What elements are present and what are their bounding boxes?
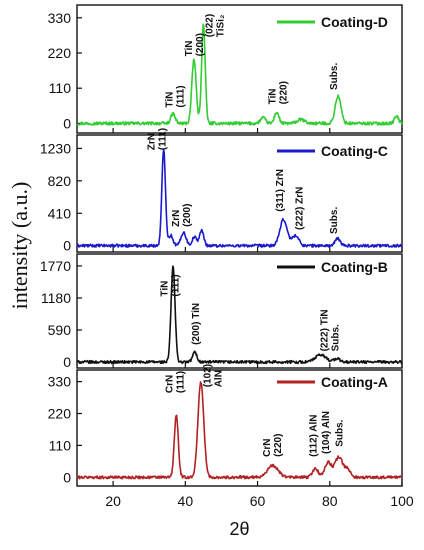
peak-annotation-line: AlN: [214, 370, 225, 387]
peak-annotation: (222) TiNSubs.: [319, 309, 341, 351]
peak-annotation-line: (200) TiN: [191, 303, 202, 345]
series-line-coating-d: [76, 23, 403, 126]
y-tick-label: 330: [48, 10, 72, 26]
peak-annotation-line: Subs.: [329, 63, 340, 90]
legend-label-coating-d: Coating-D: [321, 14, 388, 30]
peak-annotation: Subs.: [329, 207, 340, 234]
peak-annotation: Subs.: [329, 63, 340, 90]
x-tick-label: 100: [390, 493, 414, 509]
peak-annotation: TiN(200): [184, 33, 206, 56]
peak-annotation: TiN(111): [159, 274, 181, 296]
y-tick-label: 220: [48, 45, 72, 61]
y-tick-label: 410: [48, 205, 72, 221]
peak-annotation-line: ZrN: [147, 133, 158, 150]
series-line-coating-c: [76, 149, 403, 248]
panel-frame: [76, 369, 403, 487]
x-tick-label: 20: [105, 493, 121, 509]
y-tick-label: 0: [63, 354, 71, 370]
peak-annotation-line: Subs.: [330, 324, 341, 351]
peak-annotation-line: (311) ZrN: [275, 169, 286, 212]
y-tick-label: 0: [63, 115, 71, 131]
series-line-coating-a: [76, 381, 403, 480]
peak-annotation-line: (220): [273, 434, 284, 457]
peak-annotation-line: (111): [176, 85, 187, 107]
peak-annotation-line: Subs.: [329, 207, 340, 234]
peak-annotation: (200) TiN: [191, 303, 202, 345]
panel-coating-b: 0 590 1180 1770 Coating-B TiN(111) (200) TiN (2…: [40, 253, 403, 370]
peak-annotation-line: (022): [204, 14, 215, 37]
peak-annotation-line: TiN: [268, 88, 279, 104]
panel-frame: [76, 4, 403, 134]
y-tick-label: 820: [48, 173, 72, 189]
legend-label-coating-c: Coating-C: [321, 143, 388, 159]
x-axis-title: 2θ: [229, 519, 249, 539]
peak-annotation-line: TiN: [159, 281, 170, 297]
peak-annotation-line: (220): [279, 81, 290, 104]
peak-annotation-line: (104) AlN: [321, 411, 332, 454]
peak-annotation: TiN(220): [268, 81, 290, 104]
y-tick-label: 0: [63, 469, 71, 485]
peak-annotation-line: (222) TiN: [319, 309, 330, 351]
y-tick-label: 590: [48, 322, 72, 338]
peak-annotation: Subs.: [334, 419, 345, 446]
peak-annotation-line: (200): [182, 204, 193, 227]
x-axis-ticks: 20 40 60 80 100: [105, 493, 414, 509]
peak-annotation: (104) AlN: [321, 411, 332, 454]
peak-annotation: (112) AlN: [308, 414, 319, 456]
x-tick-label: 80: [322, 493, 338, 509]
peak-annotation-line: (111): [158, 128, 169, 150]
peak-annotation-line: TiN: [165, 92, 176, 108]
y-axis-title: intensity (a.u.): [7, 182, 32, 310]
y-tick-label: 330: [48, 374, 72, 390]
y-tick-label: 1230: [40, 140, 71, 156]
peak-annotation-line: CrN: [165, 375, 176, 393]
peak-annotation-line: TiSi₂: [215, 15, 226, 38]
peak-annotation: CrN(111): [165, 371, 187, 393]
peak-annotation-line: (112) AlN: [308, 414, 319, 456]
peak-annotation: (311) ZrN: [275, 169, 286, 212]
peak-annotation: (022)TiSi₂: [204, 14, 226, 37]
peak-annotation-line: (200): [195, 33, 206, 56]
peak-annotation-line: CrN: [262, 439, 273, 457]
y-tick-label: 110: [49, 437, 72, 453]
x-tick-label: 40: [178, 493, 194, 509]
peak-annotation-line: TiN: [184, 40, 195, 56]
panel-frame: [76, 253, 403, 369]
legend-label-coating-b: Coating-B: [321, 259, 388, 275]
peak-annotation-line: ZrN: [171, 210, 182, 227]
peak-annotation-line: (102): [203, 364, 214, 387]
peak-annotation: ZrN(200): [171, 204, 193, 227]
legend-label-coating-a: Coating-A: [321, 374, 388, 390]
peak-annotation: CrN(220): [262, 434, 284, 457]
y-tick-label: 1180: [41, 290, 71, 306]
y-tick-label: 1770: [40, 258, 71, 274]
y-tick-label: 110: [49, 80, 72, 96]
x-tick-label: 60: [250, 493, 266, 509]
y-tick-label: 220: [48, 406, 72, 422]
peak-annotation: ZrN(111): [147, 128, 169, 150]
y-tick-label: 0: [63, 238, 71, 254]
peak-annotation-line: (111): [176, 371, 187, 393]
peak-annotation-line: (222) ZrN: [295, 187, 306, 230]
peak-annotation: (222) ZrN: [295, 187, 306, 230]
series-line-coating-b: [76, 265, 403, 365]
peak-annotation: TiN(111): [165, 85, 187, 107]
peak-annotation-line: Subs.: [334, 419, 345, 446]
peak-annotation-line: (111): [170, 274, 181, 296]
peak-annotation: (102)AlN: [203, 364, 225, 387]
panel-frame: [76, 134, 403, 253]
